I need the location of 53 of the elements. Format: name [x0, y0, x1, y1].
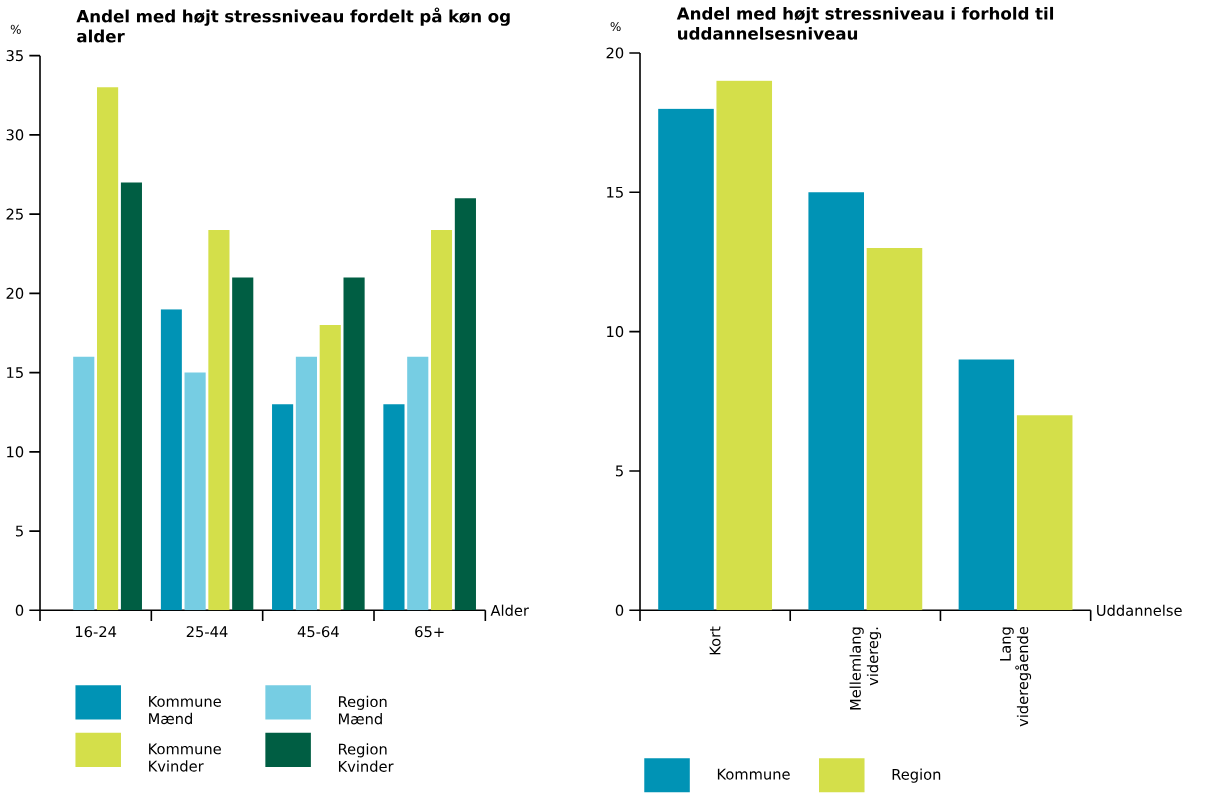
legend-label: Kommune Mænd	[149, 696, 221, 725]
y-tick-label: 30	[6, 129, 24, 141]
legend-label: Region	[892, 768, 941, 783]
bar	[184, 372, 206, 611]
x-tick-label: Mellemlang videreg.	[849, 627, 882, 710]
y-tick-label: 0	[15, 604, 24, 616]
bar	[866, 248, 923, 611]
bar	[1016, 415, 1073, 611]
legend-label: Region Kvinder	[338, 743, 394, 772]
bar	[407, 356, 429, 611]
bar	[716, 80, 773, 611]
bar	[958, 359, 1015, 611]
y-tick-label: 0	[615, 604, 624, 616]
bar	[120, 182, 142, 611]
x-tick-label: 45-64	[297, 626, 339, 638]
bar	[208, 229, 230, 611]
y-tick-label: 5	[615, 465, 623, 477]
bar	[319, 325, 341, 611]
y-tick-label: 25	[6, 208, 23, 220]
bar	[97, 87, 119, 611]
bar	[343, 277, 365, 611]
x-tick-label: 65+	[415, 626, 444, 638]
y-tick-label: 35	[6, 50, 23, 62]
x-axis-title: Alder	[490, 604, 529, 616]
chart-title: Andel med højt stressniveau fordelt på køn og alder	[76, 7, 510, 43]
legend-label: Kommune	[717, 768, 790, 780]
bar	[160, 309, 182, 611]
bar	[454, 198, 476, 611]
bar	[383, 404, 405, 611]
bar	[232, 277, 254, 611]
bar	[73, 356, 95, 611]
legend-label: Region Mænd	[338, 695, 387, 725]
y-tick-label: 15	[7, 367, 23, 379]
y-axis-title: %	[610, 22, 621, 32]
y-tick-label: 5	[15, 525, 23, 537]
bar	[272, 404, 294, 611]
bar	[658, 108, 714, 611]
bar	[431, 229, 453, 611]
x-tick-label: Kort	[709, 626, 721, 655]
chart-title: Andel med højt stressniveau i forhold til uddannelsesniveau	[676, 6, 1054, 40]
x-tick-label: Lang videregående	[1000, 626, 1032, 727]
y-axis-title: %	[10, 24, 21, 34]
bar	[295, 356, 318, 611]
legend-label: Kommune Kvinder	[149, 743, 221, 772]
y-tick-label: 15	[607, 186, 623, 198]
x-tick-label: 25-44	[186, 626, 228, 638]
y-tick-label: 20	[6, 287, 24, 299]
y-tick-label: 10	[607, 326, 624, 338]
y-tick-label: 20	[606, 47, 624, 59]
x-axis-title: Uddannelse	[1097, 604, 1182, 616]
bar	[808, 192, 865, 611]
x-tick-label: 16-24	[75, 626, 117, 638]
y-tick-label: 10	[7, 446, 24, 458]
